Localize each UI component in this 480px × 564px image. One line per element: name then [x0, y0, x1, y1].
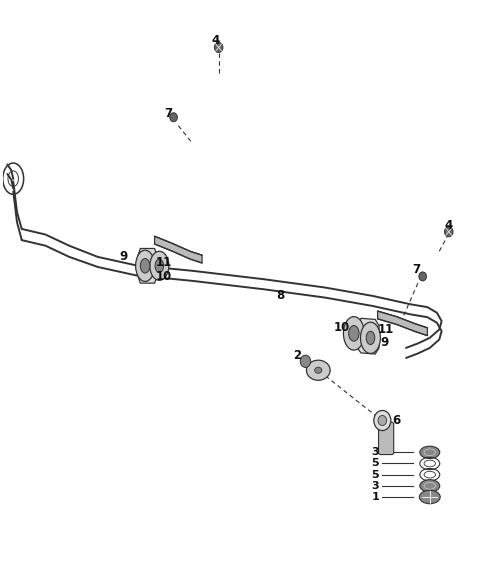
Ellipse shape [420, 490, 440, 504]
Ellipse shape [348, 325, 359, 341]
Text: 7: 7 [164, 107, 172, 120]
Ellipse shape [343, 316, 364, 350]
Text: 5: 5 [372, 459, 379, 469]
Text: 9: 9 [120, 250, 128, 263]
Ellipse shape [215, 42, 223, 52]
Text: 10: 10 [334, 321, 350, 334]
Text: 3: 3 [372, 447, 379, 457]
Ellipse shape [170, 113, 178, 122]
Text: 4: 4 [444, 218, 453, 232]
Text: 6: 6 [393, 414, 401, 427]
Text: 10: 10 [156, 270, 172, 283]
Text: 2: 2 [293, 349, 301, 362]
Ellipse shape [136, 250, 155, 281]
Ellipse shape [140, 258, 150, 273]
Circle shape [300, 355, 311, 367]
Text: 9: 9 [381, 336, 389, 349]
Ellipse shape [444, 227, 453, 237]
Ellipse shape [419, 272, 426, 281]
Circle shape [374, 411, 391, 430]
Ellipse shape [420, 480, 440, 492]
Ellipse shape [420, 446, 440, 459]
Text: 11: 11 [378, 323, 394, 336]
Text: 3: 3 [372, 481, 379, 491]
Ellipse shape [315, 367, 322, 373]
Ellipse shape [306, 360, 330, 380]
Polygon shape [138, 249, 157, 283]
Text: 4: 4 [211, 34, 219, 47]
Circle shape [378, 416, 386, 425]
Polygon shape [378, 311, 427, 336]
Text: 11: 11 [156, 256, 172, 269]
FancyBboxPatch shape [379, 422, 394, 455]
Ellipse shape [155, 259, 164, 272]
Text: 1: 1 [372, 492, 379, 502]
Polygon shape [155, 236, 202, 263]
Text: 5: 5 [372, 470, 379, 479]
Text: 7: 7 [412, 263, 420, 276]
Ellipse shape [150, 252, 169, 280]
Text: 8: 8 [276, 289, 285, 302]
Ellipse shape [360, 322, 381, 354]
Ellipse shape [366, 331, 375, 345]
Polygon shape [357, 318, 379, 354]
